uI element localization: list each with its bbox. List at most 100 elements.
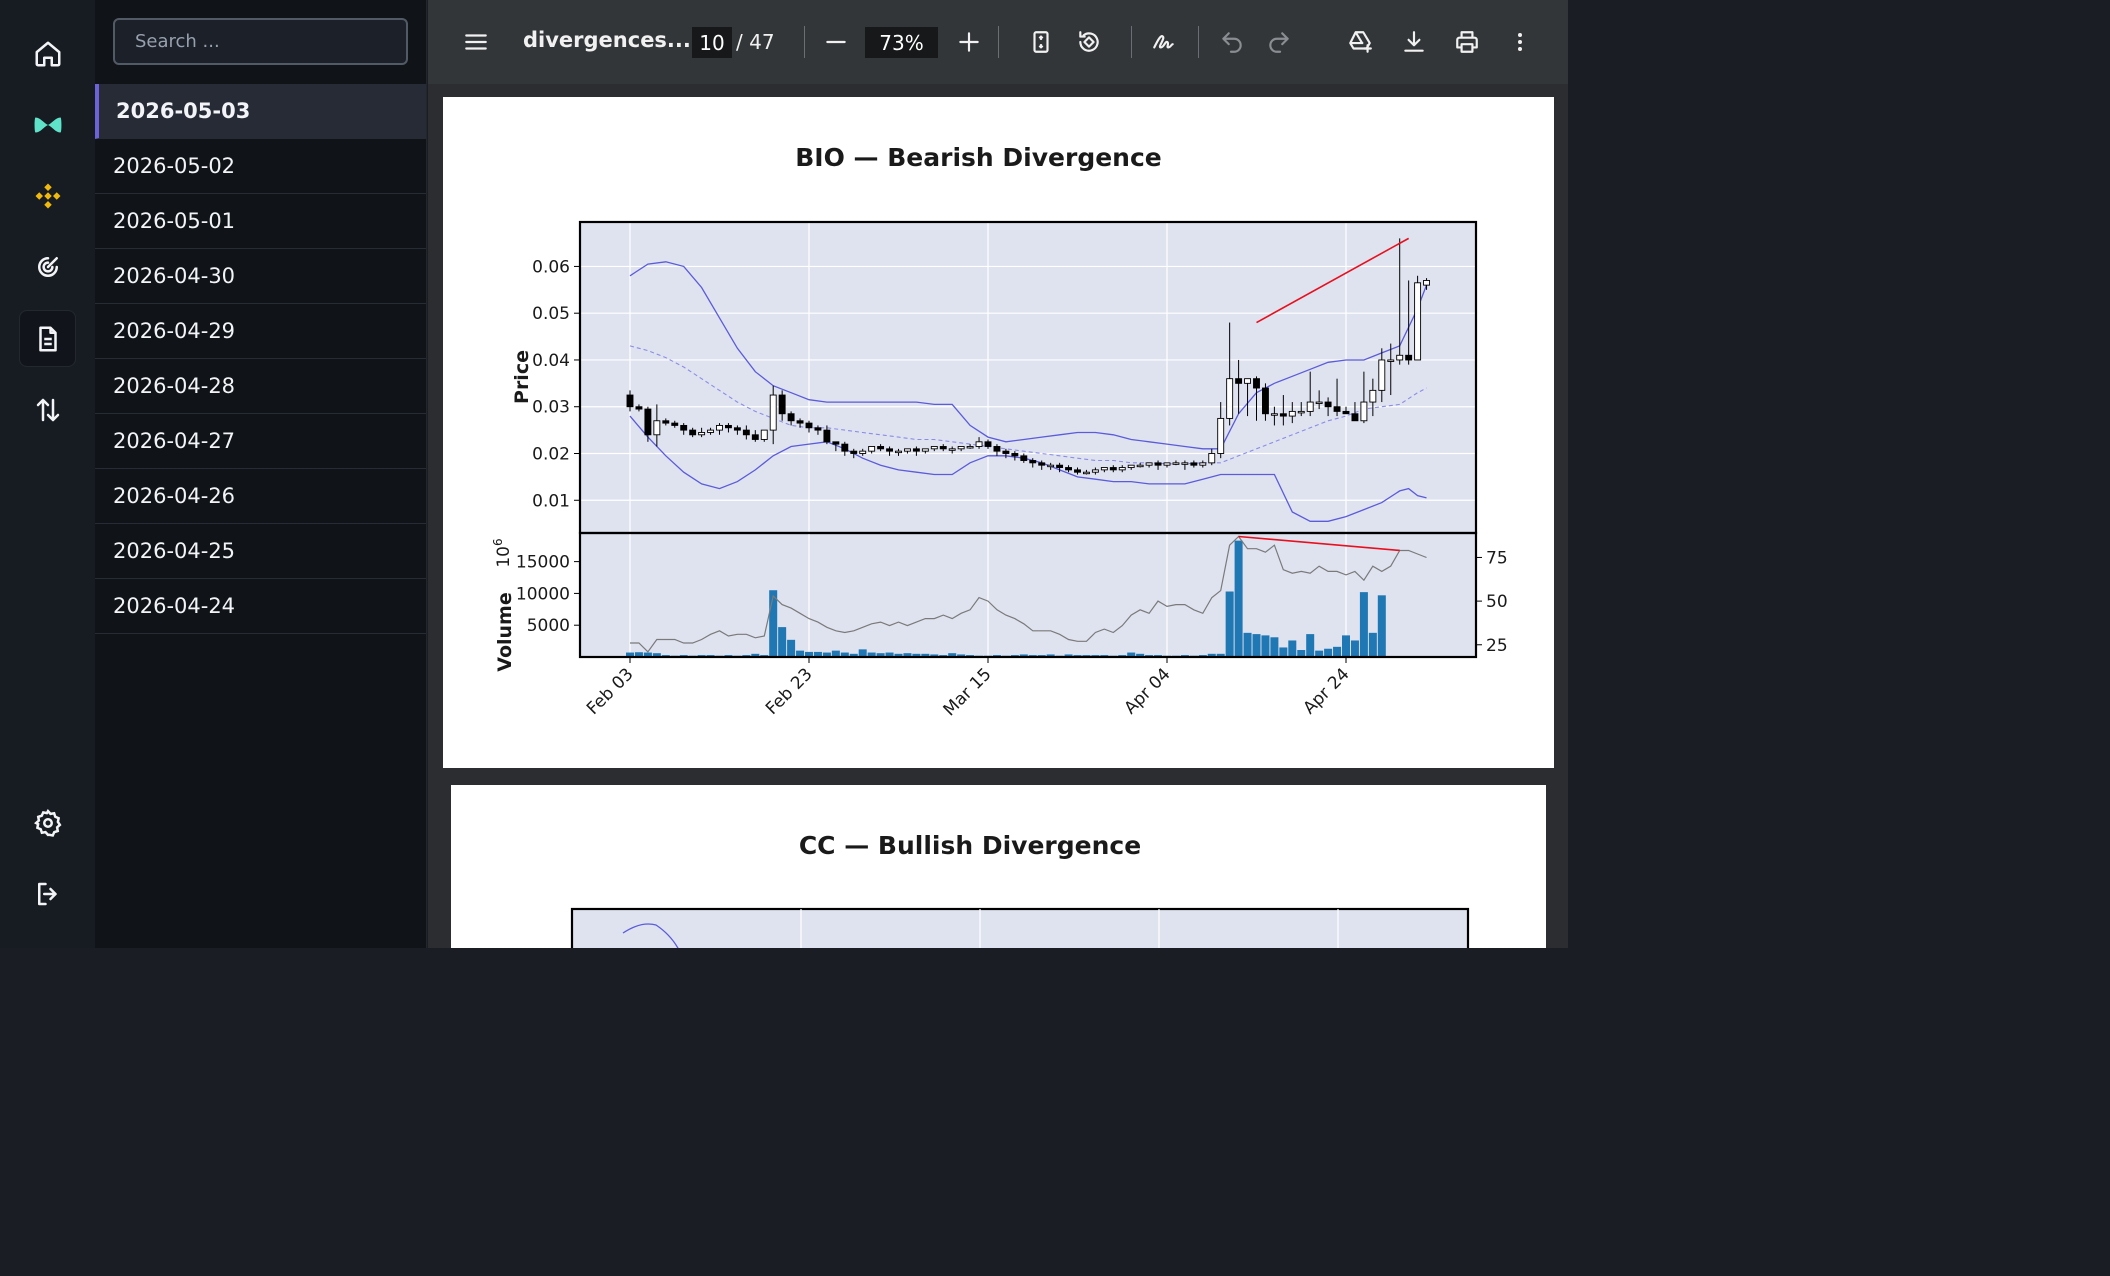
page-number-input[interactable]: 10 — [692, 27, 732, 58]
swap-button[interactable] — [19, 381, 76, 438]
search-input[interactable] — [133, 30, 388, 53]
candle-body — [1119, 468, 1125, 470]
date-item-2026-05-01[interactable]: 2026-05-01 — [95, 194, 426, 249]
date-item-2026-04-28[interactable]: 2026-04-28 — [95, 359, 426, 414]
save-to-drive-button[interactable] — [1344, 21, 1376, 63]
undo-button[interactable] — [1218, 21, 1246, 63]
search-field[interactable] — [113, 18, 408, 65]
candle-body — [913, 449, 919, 451]
zoom-in-button[interactable] — [955, 21, 983, 63]
date-item-2026-05-03[interactable]: 2026-05-03 — [95, 84, 426, 139]
candle-body — [1262, 388, 1268, 414]
toolbar-divider — [1198, 26, 1199, 58]
volume-tick-label: 15000 — [516, 553, 570, 573]
volume-bar — [1270, 637, 1278, 657]
bow-app-button[interactable] — [19, 96, 76, 153]
candle-body — [725, 425, 731, 427]
candle-body — [1075, 470, 1081, 472]
candle-body — [1379, 360, 1385, 390]
zoom-level-input[interactable]: 73% — [865, 27, 938, 58]
candle-body — [851, 451, 857, 453]
binance-button[interactable] — [19, 167, 76, 224]
candle-body — [1155, 463, 1161, 465]
rotate-icon — [1076, 29, 1102, 55]
print-button[interactable] — [1452, 21, 1482, 63]
x-tick-label: Feb 03 — [583, 664, 638, 719]
pdf-toolbar: divergences... 10 / 47 73% — [428, 0, 1568, 84]
candle-body — [869, 446, 875, 451]
volume-bar — [1288, 640, 1296, 657]
candle-body — [734, 428, 740, 430]
download-icon — [1401, 29, 1427, 55]
logout-button[interactable] — [19, 865, 76, 922]
pdf-viewer: divergences... 10 / 47 73% — [428, 0, 1568, 948]
candle-body — [1146, 463, 1152, 465]
candle-body — [1424, 280, 1430, 285]
signature-pen-icon — [1151, 29, 1177, 55]
candle-body — [1271, 414, 1277, 416]
fit-page-button[interactable] — [1026, 21, 1056, 63]
date-item-2026-04-29[interactable]: 2026-04-29 — [95, 304, 426, 359]
download-button[interactable] — [1399, 21, 1429, 63]
home-icon — [33, 39, 63, 69]
home-button[interactable] — [19, 25, 76, 82]
candle-body — [1057, 465, 1063, 467]
candle-body — [1128, 465, 1134, 467]
gear-icon — [33, 808, 63, 838]
volume-bar — [1235, 541, 1243, 657]
volume-bar — [1369, 633, 1377, 657]
candle-body — [976, 442, 982, 447]
candle-body — [1101, 468, 1107, 470]
candle-body — [1307, 402, 1313, 411]
rotate-button[interactable] — [1074, 21, 1104, 63]
hamburger-menu-icon — [463, 29, 489, 55]
more-options-button[interactable] — [1508, 21, 1532, 63]
documents-button[interactable] — [19, 310, 76, 367]
date-item-2026-04-27[interactable]: 2026-04-27 — [95, 414, 426, 469]
pdf-page-next: CC — Bullish Divergence — [451, 785, 1546, 948]
annotate-button[interactable] — [1149, 21, 1179, 63]
candle-body — [878, 446, 884, 448]
candle-body — [1254, 379, 1260, 388]
x-tick-label: Mar 15 — [940, 664, 996, 720]
candle-body — [940, 446, 946, 448]
swap-arrows-icon — [33, 395, 63, 425]
volume-bar — [859, 649, 867, 657]
date-item-2026-05-02[interactable]: 2026-05-02 — [95, 139, 426, 194]
date-item-2026-04-25[interactable]: 2026-04-25 — [95, 524, 426, 579]
candle-body — [824, 430, 830, 442]
volume-bar — [1378, 595, 1386, 657]
binance-logo-icon — [33, 181, 63, 211]
redo-button[interactable] — [1265, 21, 1293, 63]
candle-body — [887, 449, 893, 451]
candle-body — [1316, 402, 1322, 404]
volume-scale-exponent: 106 — [491, 538, 514, 567]
volume-bar — [769, 590, 777, 657]
pdf-page: BIO — Bearish Divergence 0.01 0.02 0.03 0.0… — [443, 97, 1554, 768]
volume-bar — [1279, 647, 1287, 657]
candle-body — [931, 446, 937, 448]
candle-body — [1173, 463, 1179, 465]
volume-axis-label: Volume — [494, 592, 516, 671]
date-item-2026-04-30[interactable]: 2026-04-30 — [95, 249, 426, 304]
candle-body — [1092, 470, 1098, 472]
volume-bar — [1324, 649, 1332, 657]
candle-body — [1003, 451, 1009, 453]
zoom-out-button[interactable] — [822, 21, 850, 63]
settings-button[interactable] — [19, 794, 76, 851]
date-item-2026-04-24[interactable]: 2026-04-24 — [95, 579, 426, 634]
price-axis-label: Price — [511, 350, 533, 404]
rsi-tick-label: 50 — [1486, 592, 1508, 612]
y-tick-label: 0.01 — [532, 491, 570, 511]
candle-body — [1325, 402, 1331, 407]
document-title: divergences... — [523, 28, 691, 52]
toolbar-divider — [1131, 26, 1132, 58]
volume-bar — [1333, 647, 1341, 657]
date-item-2026-04-26[interactable]: 2026-04-26 — [95, 469, 426, 524]
volume-tick-label: 5000 — [527, 616, 570, 636]
radar-button[interactable] — [19, 238, 76, 295]
candle-body — [797, 421, 803, 423]
candle-body — [1415, 283, 1421, 360]
candle-body — [1030, 461, 1036, 463]
menu-button[interactable] — [461, 21, 491, 63]
